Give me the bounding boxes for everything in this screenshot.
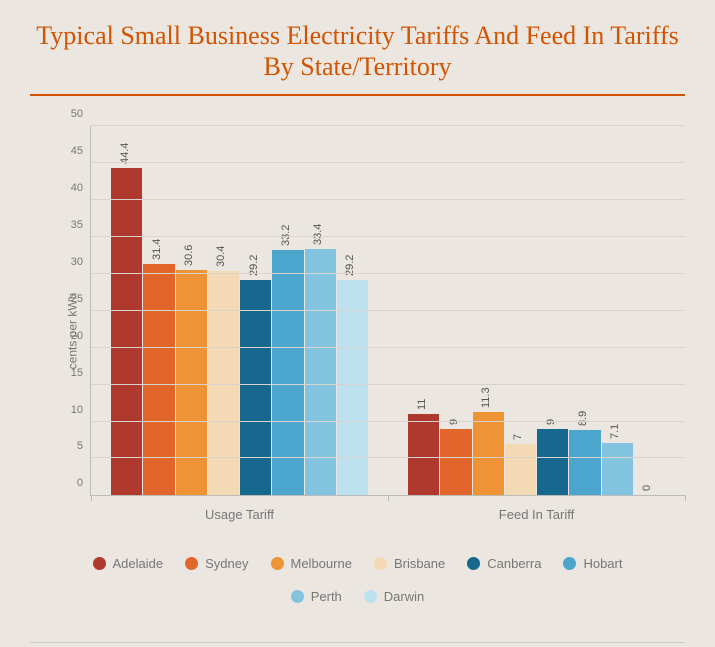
y-tick-label: 15: [71, 367, 91, 379]
bar: 9: [440, 429, 471, 495]
bar-value-label: 44.4: [119, 142, 131, 163]
bar-group: 44.431.430.630.429.233.233.429.2Usage Ta…: [91, 126, 388, 495]
legend-swatch: [271, 557, 284, 570]
x-axis-label: Usage Tariff: [91, 495, 388, 522]
y-tick-label: 35: [71, 219, 91, 231]
gridline: [91, 421, 685, 422]
bar: 29.2: [337, 280, 368, 495]
legend: Adelaide Sydney Melbourne Brisbane Canberra H…: [30, 536, 685, 604]
legend-item: Brisbane: [374, 556, 445, 571]
legend-item: Sydney: [185, 556, 248, 571]
legend-item: Perth: [291, 589, 342, 604]
bottom-divider: [30, 642, 685, 643]
chart-area: cents per kWh 44.431.430.630.429.233.233…: [30, 126, 685, 536]
bar-value-label: 30.4: [215, 246, 227, 267]
y-tick-label: 0: [77, 477, 91, 489]
bar-value-label: 0: [641, 485, 653, 491]
chart-container: Typical Small Business Electricity Tarif…: [0, 0, 715, 624]
gridline: [91, 236, 685, 237]
y-tick-label: 30: [71, 256, 91, 268]
chart-title: Typical Small Business Electricity Tarif…: [30, 20, 685, 96]
gridline: [91, 162, 685, 163]
bar: 31.4: [143, 264, 174, 496]
x-axis-label: Feed In Tariff: [388, 495, 685, 522]
legend-label: Darwin: [384, 589, 424, 604]
x-tick: [91, 495, 92, 501]
legend-label: Sydney: [205, 556, 248, 571]
gridline: [91, 347, 685, 348]
bar: 30.6: [176, 270, 207, 496]
bar-value-label: 7: [512, 434, 524, 440]
y-tick-label: 25: [71, 293, 91, 305]
bar: 7: [505, 444, 536, 496]
legend-label: Brisbane: [394, 556, 445, 571]
bar-value-label: 31.4: [151, 238, 163, 259]
legend-label: Perth: [311, 589, 342, 604]
gridline: [91, 125, 685, 126]
bar-value-label: 8.9: [577, 410, 589, 425]
bar-value-label: 30.6: [183, 244, 195, 265]
legend-swatch: [563, 557, 576, 570]
legend-label: Canberra: [487, 556, 541, 571]
legend-label: Melbourne: [291, 556, 352, 571]
plot-area: 44.431.430.630.429.233.233.429.2Usage Ta…: [90, 126, 685, 496]
bar-group: 11911.3798.97.10Feed In Tariff: [388, 126, 685, 495]
bar-value-label: 7.1: [609, 424, 621, 439]
bar: 44.4: [111, 168, 142, 496]
legend-swatch: [185, 557, 198, 570]
legend-item: Canberra: [467, 556, 541, 571]
gridline: [91, 273, 685, 274]
legend-label: Adelaide: [113, 556, 164, 571]
bar-value-label: 11: [416, 399, 428, 410]
y-tick-label: 20: [71, 330, 91, 342]
bar: 29.2: [240, 280, 271, 495]
y-tick-label: 5: [77, 440, 91, 452]
legend-swatch: [364, 590, 377, 603]
bar: 11.3: [473, 412, 504, 495]
bar: 9: [537, 429, 568, 495]
legend-swatch: [291, 590, 304, 603]
bar: 11: [408, 414, 439, 495]
bar-groups: 44.431.430.630.429.233.233.429.2Usage Ta…: [91, 126, 685, 495]
bar-value-label: 11.3: [480, 387, 492, 408]
gridline: [91, 384, 685, 385]
legend-swatch: [467, 557, 480, 570]
legend-item: Melbourne: [271, 556, 352, 571]
legend-item: Adelaide: [93, 556, 164, 571]
x-tick: [388, 495, 389, 501]
y-tick-label: 10: [71, 404, 91, 416]
gridline: [91, 310, 685, 311]
x-tick: [685, 495, 686, 501]
bar-value-label: 33.4: [312, 223, 324, 244]
bar: 33.2: [272, 250, 303, 495]
bar: 8.9: [569, 430, 600, 496]
y-tick-label: 50: [71, 108, 91, 120]
gridline: [91, 457, 685, 458]
legend-item: Hobart: [563, 556, 622, 571]
legend-item: Darwin: [364, 589, 424, 604]
legend-label: Hobart: [583, 556, 622, 571]
legend-swatch: [93, 557, 106, 570]
gridline: [91, 199, 685, 200]
y-tick-label: 40: [71, 182, 91, 194]
y-tick-label: 45: [71, 145, 91, 157]
legend-swatch: [374, 557, 387, 570]
bar: 7.1: [602, 443, 633, 495]
